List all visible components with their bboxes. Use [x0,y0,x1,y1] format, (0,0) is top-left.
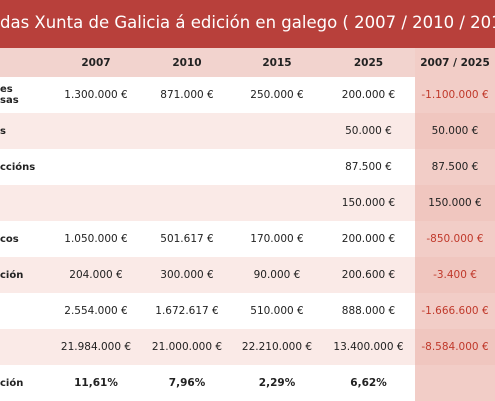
table-cell: 200.000 € [341,233,396,245]
table-cell: 87.500 € [345,161,392,173]
row-label: es sas [0,84,19,106]
table-cell: 250.000 € [250,89,304,101]
table-cell: -1.666.600 € [415,293,495,329]
table-cell: 21.984.000 € [50,329,142,365]
table-cell: 50.000 € [322,113,415,149]
table-cell [142,185,232,221]
row-label [0,329,50,365]
table-cell: 300.000 € [142,257,232,293]
column-header: 2010 [142,48,232,77]
table-cell: 200.600 € [322,257,415,293]
column-header: 2015 [232,48,322,77]
table-cell: 22.210.000 € [232,329,322,365]
table-cell: 150.000 € [322,185,415,221]
table-cell: -3.400 € [415,257,495,293]
table-cell [50,185,142,221]
table-title: das Xunta de Galicia á edición en galego… [0,0,495,48]
table-cell: 90.000 € [232,257,322,293]
table-row: es sas 1.300.000 € 871.000 € 250.000 € 200.0… [0,77,495,113]
table-row: ción 204.000 €300.000 €90.000 €200.600 € -… [0,257,495,293]
table-cell [50,149,142,185]
table-cell: 2.554.000 € [64,305,128,317]
table-cell [142,113,232,149]
row-label: cos [0,233,19,245]
table-cell [50,113,142,149]
table-cell: 1.050.000 € [64,233,128,245]
table-row: 21.984.000 €21.000.000 €22.210.000 €13.4… [0,329,495,365]
table-row: ción 11,61% 7,96% 2,29% 6,62% [0,365,495,401]
row-label: ccións [0,161,36,173]
table-cell: 50.000 € [415,113,495,149]
table-cell: 204.000 € [50,257,142,293]
table-cell: 6,62% [350,377,387,389]
table-row: 150.000 €150.000 € [0,185,495,221]
table-cell: -8.584.000 € [415,329,495,365]
table-cell: 200.000 € [341,89,396,101]
header-row: 2007 2010 2015 2025 2007 / 2025 [0,48,495,77]
table-cell [415,365,495,401]
table-cell: 13.400.000 € [322,329,415,365]
row-label: ción [0,257,50,293]
data-table: 2007 2010 2015 2025 2007 / 2025 es sas 1.300.… [0,48,495,401]
row-label: s [0,113,50,149]
table-cell: 888.000 € [341,305,396,317]
table-cell: 150.000 € [415,185,495,221]
column-header: 2007 [50,48,142,77]
table-cell: 21.000.000 € [142,329,232,365]
table-row: s 50.000 €50.000 € [0,113,495,149]
table-cell: 170.000 € [250,233,304,245]
table-cell: 501.617 € [160,233,214,245]
table-cell: 1.672.617 € [155,305,219,317]
column-header [0,48,50,77]
table-cell: 1.300.000 € [64,89,128,101]
table-row: 2.554.000 € 1.672.617 € 510.000 € 888.000 €… [0,293,495,329]
table-row: ccións 87.500 € 87.500 € [0,149,495,185]
table-cell: -1.100.000 € [415,77,495,113]
table-row: cos 1.050.000 € 501.617 € 170.000 € 200.000 … [0,221,495,257]
table-cell: 7,96% [168,377,206,389]
column-header: 2007 / 2025 [415,48,495,77]
row-label [0,185,50,221]
table-cell: 871.000 € [160,89,214,101]
table-cell [232,149,322,185]
table-cell: 87.500 € [415,149,495,185]
table-body: es sas 1.300.000 € 871.000 € 250.000 € 200.0… [0,77,495,401]
table-cell: 2,29% [258,377,296,389]
table-cell: -850.000 € [415,221,495,257]
table-cell [142,149,232,185]
table-cell: 11,61% [74,377,118,389]
column-header: 2025 [322,48,415,77]
table-cell: 510.000 € [250,305,304,317]
row-label: ción [0,377,24,389]
table-cell [232,113,322,149]
table-cell [232,185,322,221]
row-label [0,293,50,329]
